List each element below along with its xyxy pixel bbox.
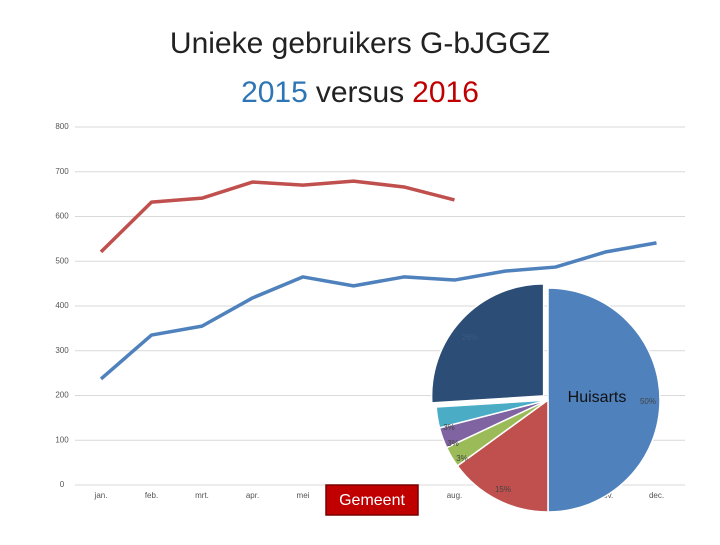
subtitle-part: versus (316, 76, 404, 109)
value-label: 3% (447, 439, 459, 448)
pie-slice (435, 399, 549, 429)
value-label: 15% (495, 485, 511, 494)
y-tick-label: 200 (55, 391, 69, 400)
series-line (99, 179, 455, 254)
y-tick-label: 300 (55, 346, 69, 355)
y-tick-label: 600 (55, 212, 69, 221)
y-tick-label: 700 (55, 167, 69, 176)
x-tick-label: jan. (94, 491, 108, 500)
category-label: Gemeent (339, 492, 405, 509)
x-tick-label: dec. (649, 491, 664, 500)
x-tick-label: feb. (145, 491, 158, 500)
x-tick-label: mrt. (195, 491, 209, 500)
subtitle-part: 2016 (412, 76, 479, 109)
chart-subtitle: 2015 versus 2016 (241, 76, 479, 109)
subtitle-part: 2015 (241, 76, 308, 109)
y-tick-label: 400 (55, 301, 69, 310)
pie-slice (456, 398, 549, 513)
chart-title: Unieke gebruikers G-bJGGZ (170, 27, 550, 60)
y-tick-label: 800 (55, 122, 69, 131)
value-label: 3% (443, 423, 455, 432)
x-tick-label: aug. (447, 491, 463, 500)
x-tick-label: mei (297, 491, 310, 500)
category-label: Huisarts (568, 389, 627, 406)
y-tick-label: 0 (60, 480, 65, 489)
series-line (99, 241, 657, 381)
label-box (325, 484, 419, 516)
pie-slice (547, 287, 661, 513)
value-label: 50% (640, 397, 656, 406)
x-tick-label: apr. (246, 491, 259, 500)
y-tick-label: 500 (55, 256, 69, 265)
value-label: 3% (456, 454, 468, 463)
pie-slice (430, 283, 545, 404)
value-label: 26% (462, 333, 478, 342)
y-tick-label: 100 (55, 435, 69, 444)
